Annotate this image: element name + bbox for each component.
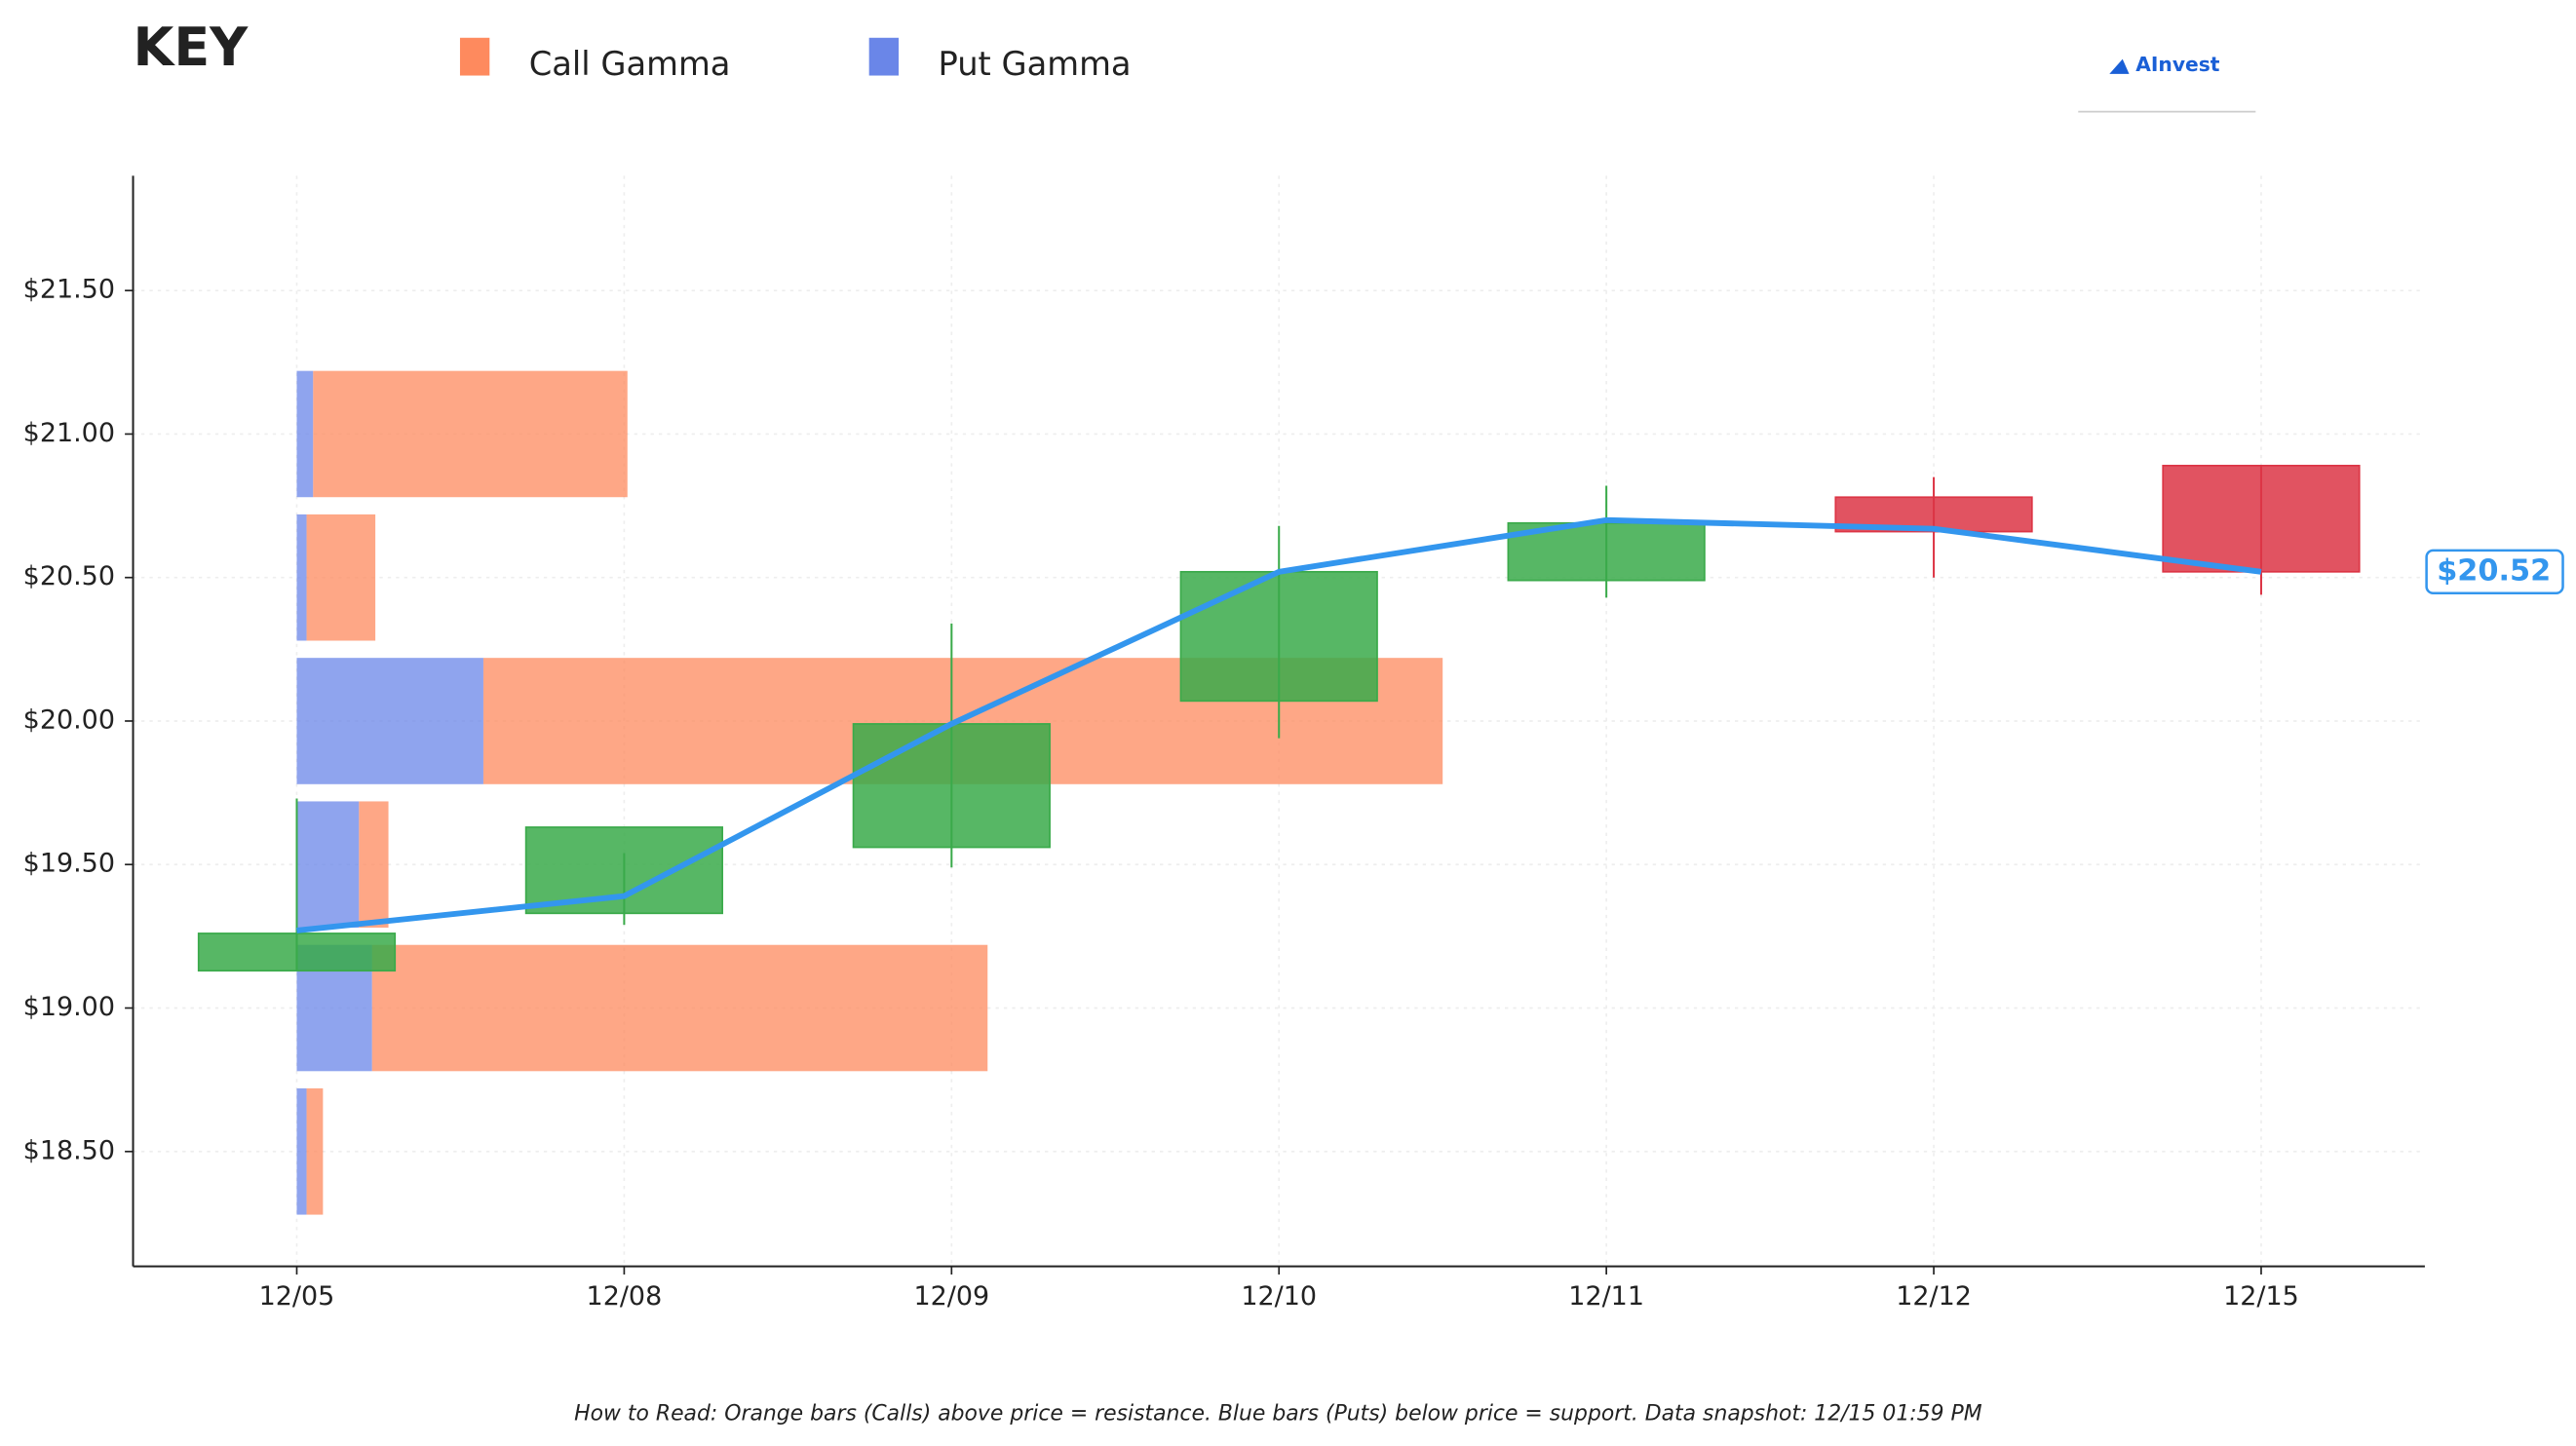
y-tick-label: $18.50 [23, 1135, 115, 1165]
y-tick-label: $19.00 [23, 992, 115, 1022]
gamma-bar [296, 370, 314, 498]
y-tick-label: $21.50 [23, 275, 115, 305]
gamma-bar [306, 514, 376, 641]
legend-swatch [868, 37, 900, 76]
x-tick-label: 12/15 [2223, 1281, 2299, 1312]
y-tick-label: $19.50 [23, 849, 115, 879]
x-tick-label: 12/05 [259, 1281, 335, 1312]
gamma-bar [306, 1087, 324, 1215]
y-tick-label: $20.00 [23, 704, 115, 735]
price-line [296, 516, 2262, 933]
gamma-bar [359, 801, 389, 929]
gamma-bar [296, 658, 483, 784]
legend-swatch [459, 37, 490, 76]
x-tick-label: 12/12 [1896, 1281, 1972, 1312]
footnote: How to Read: Orange bars (Calls) above p… [574, 1401, 1982, 1426]
y-tick-label: $20.50 [23, 561, 115, 591]
logo: AInvest [2135, 53, 2219, 76]
legend-label: Put Gamma [938, 45, 1131, 83]
gamma-bar [296, 1087, 307, 1215]
x-tick-label: 12/11 [1568, 1281, 1644, 1312]
key-title: KEY [134, 17, 250, 78]
gamma-bar [296, 514, 307, 641]
y-tick-label: $21.00 [23, 418, 115, 448]
price-label: $20.52 [2437, 553, 2551, 588]
legend-label: Call Gamma [529, 45, 731, 83]
x-tick-label: 12/09 [913, 1281, 989, 1312]
x-tick-label: 12/10 [1241, 1281, 1317, 1312]
x-tick-label: 12/08 [587, 1281, 663, 1312]
gamma-bar [296, 801, 360, 929]
logo-icon [2109, 58, 2130, 74]
gamma-bar [313, 370, 628, 498]
gamma-bar [371, 944, 988, 1072]
price-label-box [2425, 549, 2564, 594]
